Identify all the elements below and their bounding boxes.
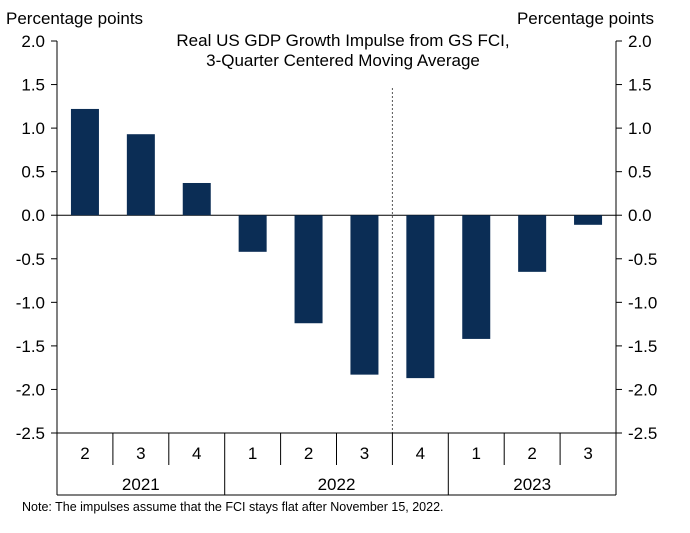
right-y-tick-label: 2.0 xyxy=(628,32,652,51)
left-y-tick-label: -1.5 xyxy=(16,337,45,356)
left-y-tick-label: 0.5 xyxy=(21,163,45,182)
right-y-tick-label: 1.0 xyxy=(628,119,652,138)
right-y-tick-label: -1.0 xyxy=(628,293,657,312)
chart-subtitle: 3-Quarter Centered Moving Average xyxy=(206,51,480,70)
bar xyxy=(462,215,491,339)
x-tick-label: 1 xyxy=(472,444,481,463)
right-y-tick-label: -1.5 xyxy=(628,337,657,356)
bar xyxy=(518,215,547,272)
right-axis-unit: Percentage points xyxy=(517,9,654,28)
bar xyxy=(238,215,267,252)
left-y-tick-label: -0.5 xyxy=(16,250,45,269)
right-y-tick-label: -2.5 xyxy=(628,424,657,443)
plot-area: 2.0 2.0 1.5 1.5 1.0 1.0 0.5 0.5 0.0 0.0 -0.5 -0.5 -1… xyxy=(16,32,657,496)
year-label: 2022 xyxy=(318,475,356,494)
bar xyxy=(182,182,211,216)
bar xyxy=(350,215,379,375)
left-y-tick-label: 2.0 xyxy=(21,32,45,51)
x-tick-label: 4 xyxy=(416,444,425,463)
bar xyxy=(574,215,603,225)
right-y-tick-label: -2.0 xyxy=(628,380,657,399)
x-tick-label: 2 xyxy=(80,444,89,463)
left-axis-unit: Percentage points xyxy=(6,9,143,28)
x-tick-label: 3 xyxy=(360,444,369,463)
x-tick-label: 4 xyxy=(192,444,201,463)
chart: Percentage points Percentage points Real… xyxy=(6,9,657,496)
left-y-tick-label: 1.0 xyxy=(21,119,45,138)
bar xyxy=(126,134,155,216)
bar xyxy=(406,215,435,379)
left-y-tick-label: 0.0 xyxy=(21,206,45,225)
bar xyxy=(70,108,99,216)
right-y-tick-label: 0.5 xyxy=(628,163,652,182)
left-y-tick-label: 1.5 xyxy=(21,76,45,95)
left-y-tick-label: -2.5 xyxy=(16,424,45,443)
year-label: 2023 xyxy=(513,475,551,494)
right-y-tick-label: 1.5 xyxy=(628,76,652,95)
year-label: 2021 xyxy=(122,475,160,494)
x-tick-label: 2 xyxy=(304,444,313,463)
x-tick-label: 2 xyxy=(527,444,536,463)
x-tick-label: 3 xyxy=(583,444,592,463)
x-tick-label: 3 xyxy=(136,444,145,463)
bar xyxy=(294,215,323,324)
chart-title: Real US GDP Growth Impulse from GS FCI, xyxy=(176,31,509,50)
right-y-tick-label: -0.5 xyxy=(628,250,657,269)
chart-note: Note: The impulses assume that the FCI s… xyxy=(22,500,444,514)
right-y-tick-label: 0.0 xyxy=(628,206,652,225)
x-tick-label: 1 xyxy=(248,444,257,463)
left-y-tick-label: -1.0 xyxy=(16,293,45,312)
left-y-tick-label: -2.0 xyxy=(16,380,45,399)
